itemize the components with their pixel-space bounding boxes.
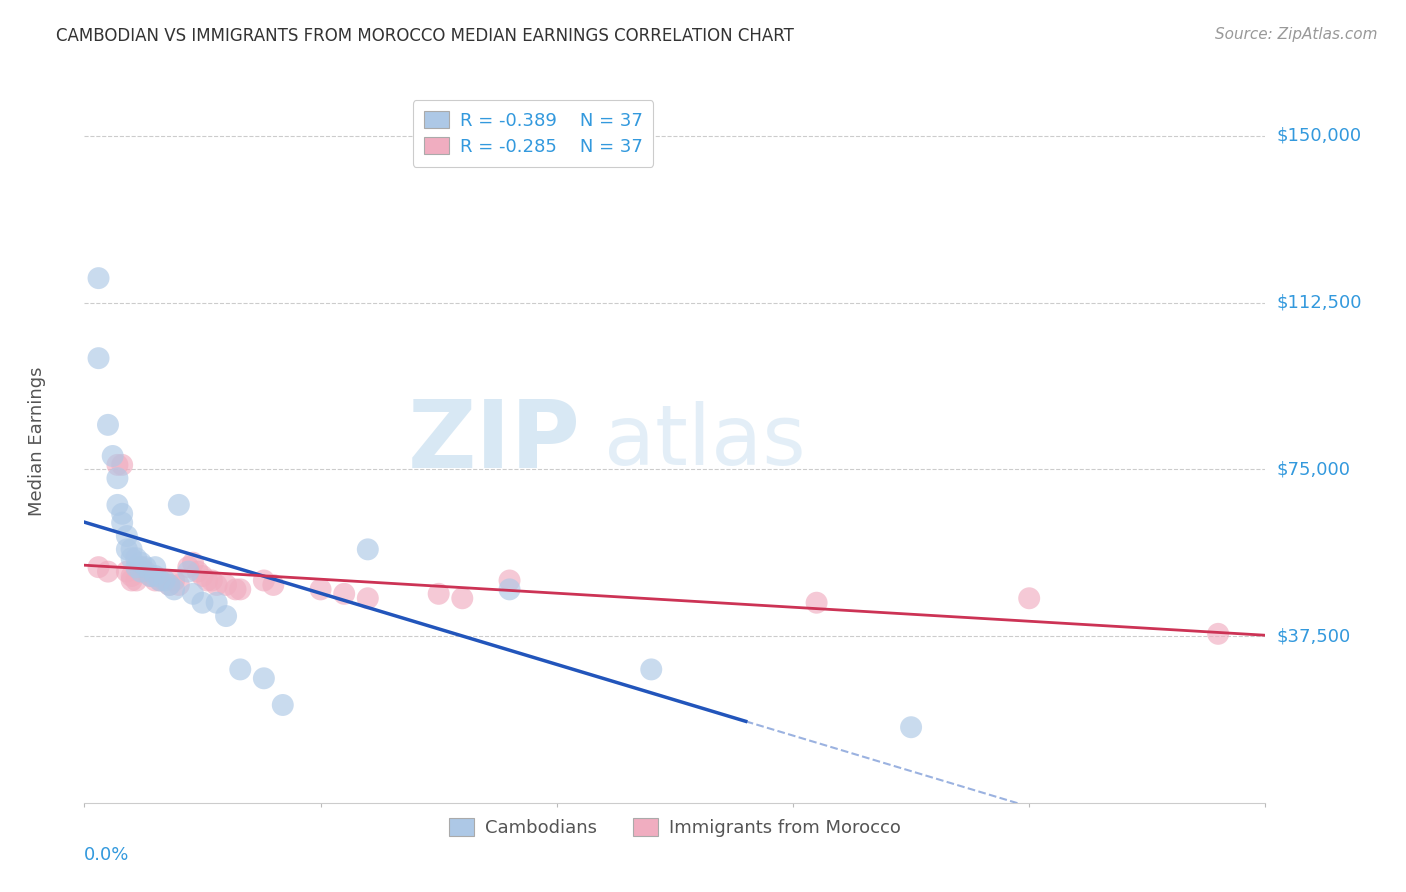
Point [125,574,148,588]
Point [157,578,180,592]
Point [143,569,166,583]
Point [333,587,356,601]
Point [498,574,520,588]
Point [215,578,238,592]
Point [191,596,214,610]
Point [121,542,143,557]
Point [271,698,294,712]
Point [498,582,520,597]
Point [129,556,152,570]
Text: atlas: atlas [605,401,806,482]
Point [107,471,129,485]
Point [167,578,190,592]
Text: Source: ZipAtlas.com: Source: ZipAtlas.com [1215,27,1378,42]
Point [225,582,247,597]
Point [135,560,157,574]
Point [87,271,110,285]
Point [107,498,129,512]
Point [205,596,228,610]
Point [451,591,474,606]
Point [125,551,148,566]
Point [1206,627,1229,641]
Point [181,587,204,601]
Legend: Cambodians, Immigrants from Morocco: Cambodians, Immigrants from Morocco [441,811,908,845]
Point [309,582,332,597]
Point [121,551,143,566]
Point [357,542,380,557]
Point [253,574,276,588]
Point [167,498,190,512]
Point [205,578,228,592]
Point [163,574,186,588]
Point [806,596,828,610]
Point [1018,591,1040,606]
Point [229,582,252,597]
Point [121,569,143,583]
Point [900,720,922,734]
Point [229,662,252,676]
Point [191,569,214,583]
Point [101,449,124,463]
Text: $37,500: $37,500 [1277,627,1351,645]
Point [253,671,276,685]
Point [262,578,284,592]
Point [177,565,200,579]
Text: $150,000: $150,000 [1277,127,1361,145]
Text: ZIP: ZIP [408,395,581,488]
Point [640,662,662,676]
Text: Median Earnings: Median Earnings [28,367,46,516]
Point [97,565,120,579]
Point [139,569,162,583]
Text: $75,000: $75,000 [1277,460,1351,478]
Point [87,560,110,574]
Point [129,560,152,574]
Point [143,574,166,588]
Point [149,574,172,588]
Point [149,574,172,588]
Point [87,351,110,366]
Point [157,578,180,592]
Point [115,565,138,579]
Point [143,560,166,574]
Point [187,565,209,579]
Point [177,560,200,574]
Point [153,574,176,588]
Point [139,569,162,583]
Point [129,565,152,579]
Point [111,507,134,521]
Text: CAMBODIAN VS IMMIGRANTS FROM MOROCCO MEDIAN EARNINGS CORRELATION CHART: CAMBODIAN VS IMMIGRANTS FROM MOROCCO MED… [56,27,794,45]
Point [111,516,134,530]
Point [107,458,129,472]
Point [125,560,148,574]
Point [357,591,380,606]
Point [121,574,143,588]
Point [181,556,204,570]
Point [215,609,238,624]
Text: $112,500: $112,500 [1277,293,1362,311]
Point [427,587,450,601]
Point [201,574,224,588]
Point [97,417,120,432]
Text: 0.0%: 0.0% [84,847,129,864]
Point [115,529,138,543]
Point [163,582,186,597]
Point [135,565,157,579]
Point [115,542,138,557]
Point [195,574,218,588]
Point [111,458,134,472]
